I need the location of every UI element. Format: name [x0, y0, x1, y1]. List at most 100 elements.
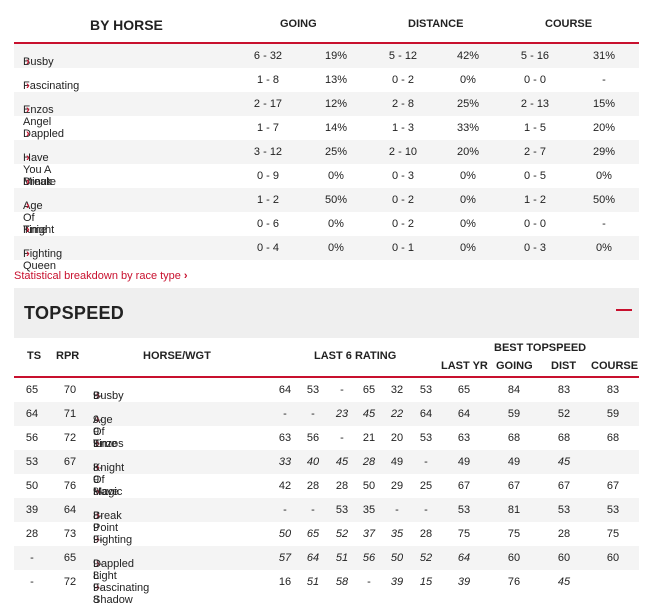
best-course: 53 [606, 504, 620, 516]
course-percent: 15% [592, 98, 616, 110]
last6-rating: 65 [362, 384, 376, 396]
course-record: 1 - 2 [523, 194, 546, 206]
course-record: 0 - 5 [523, 170, 546, 182]
best-going: 59 [507, 408, 521, 420]
last6-rating: 45 [335, 456, 349, 468]
going-record: 0 - 4 [256, 242, 279, 254]
distance-record: 2 - 10 [388, 146, 418, 158]
ts-header: TS [27, 350, 42, 362]
course-record: 5 - 16 [520, 50, 550, 62]
best-course: 83 [606, 384, 620, 396]
last6-rating: 15 [419, 576, 433, 588]
last6-rating: 35 [362, 504, 376, 516]
last6-rating: 37 [362, 528, 376, 540]
best-dist: 83 [557, 384, 571, 396]
going-record: 1 - 8 [256, 74, 279, 86]
best-course-header: COURSE [591, 360, 639, 372]
table-row: 64 71 Age Of Time › 9-9 - - 23 45 22 64 64 59 52 59 [14, 402, 639, 450]
ts-value: - [30, 576, 34, 588]
last6-rating: - [367, 576, 371, 588]
distance-record: 2 - 8 [391, 98, 414, 110]
last6-rating: 25 [419, 480, 433, 492]
last6-rating: 32 [390, 384, 404, 396]
collapse-minus-icon[interactable] [616, 309, 632, 311]
best-dist: 67 [557, 480, 571, 492]
horse-name: Age Of Time [23, 200, 48, 236]
best-going: 81 [507, 504, 521, 516]
distance-percent: 25% [456, 98, 480, 110]
chevron-right-icon: › [26, 152, 30, 164]
chevron-right-icon: › [26, 200, 30, 212]
course-record: 0 - 3 [523, 242, 546, 254]
last6-rating: 57 [278, 552, 292, 564]
chevron-right-icon: › [26, 104, 30, 116]
topspeed-header-bar[interactable]: TOPSPEED [14, 288, 639, 338]
breakdown-link-label: Statistical breakdown by race type [14, 270, 181, 282]
course-percent: 0% [596, 242, 612, 254]
best-dist: 53 [557, 504, 571, 516]
last6-rating: 64 [278, 384, 292, 396]
statistical-breakdown-link[interactable]: Statistical breakdown by race type › [14, 270, 188, 282]
going-record: 0 - 6 [256, 218, 279, 230]
going-percent: 0% [328, 170, 344, 182]
best-dist-header: DIST [551, 360, 577, 372]
last6-rating: 33 [278, 456, 292, 468]
course-header: COURSE [545, 18, 593, 30]
ts-value: 28 [25, 528, 39, 540]
best-last-yr: 49 [457, 456, 471, 468]
course-percent: 20% [592, 122, 616, 134]
distance-record: 5 - 12 [388, 50, 418, 62]
distance-percent: 0% [460, 74, 476, 86]
last-yr-header: LAST YR [441, 360, 488, 372]
table-row: Break Point›0 - 90%0 - 30%0 - 50% [14, 164, 639, 200]
best-last-yr: 39 [457, 576, 471, 588]
chevron-right-icon: › [26, 176, 30, 188]
best-course: 59 [606, 408, 620, 420]
ts-value: 56 [25, 432, 39, 444]
best-last-yr: 64 [457, 408, 471, 420]
table-row: Fighting Queen › 0 - 4 0% 0 - 1 0% 0 - 3 0% [14, 236, 639, 272]
horse-name: Dappled Light [93, 558, 134, 582]
horse-name: Fascinating Shadow [93, 582, 150, 604]
distance-record: 0 - 1 [391, 242, 414, 254]
last6-rating: - [311, 408, 315, 420]
horse-weight: 9-9 [93, 414, 103, 438]
chevron-right-icon: › [26, 224, 30, 236]
by-horse-header: BY HORSE GOING DISTANCE COURSE [14, 8, 639, 44]
going-header: GOING [280, 18, 317, 30]
going-record: 2 - 17 [253, 98, 283, 110]
chevron-right-icon: › [96, 510, 100, 522]
last6-rating: 50 [278, 528, 292, 540]
last6-rating: 28 [362, 456, 376, 468]
going-percent: 0% [328, 218, 344, 230]
horse-wgt-header: HORSE/WGT [143, 350, 211, 362]
course-percent: - [602, 218, 606, 230]
horse-name: Busby [23, 56, 54, 68]
last6-rating: - [424, 456, 428, 468]
rpr-value: 72 [63, 432, 77, 444]
horse-name: Break Point [93, 510, 122, 534]
last6-rating: 64 [306, 552, 320, 564]
table-row: 53 67 Knight Of Magic › 8-9 33 40 45 28 49 - 49 49 4… [14, 450, 639, 498]
last6-rating: 20 [390, 432, 404, 444]
topspeed-section: TOPSPEED TS RPR HORSE/WGT LAST 6 RATING … [14, 288, 639, 604]
best-course: 67 [606, 480, 620, 492]
chevron-right-icon: › [26, 248, 30, 260]
best-last-yr: 65 [457, 384, 471, 396]
last6-rating: 51 [335, 552, 349, 564]
last6-rating: 28 [419, 528, 433, 540]
rpr-value: 71 [63, 408, 77, 420]
table-row: Age Of Time › 1 - 2 50% 0 - 2 0% 1 - 2 50% [14, 188, 639, 236]
rpr-value: 65 [63, 552, 77, 564]
distance-percent: 20% [456, 146, 480, 158]
going-percent: 50% [324, 194, 348, 206]
best-last-yr: 53 [457, 504, 471, 516]
best-dist: 28 [557, 528, 571, 540]
chevron-right-icon: › [26, 128, 30, 140]
last6-rating: 16 [278, 576, 292, 588]
last6-rating: - [283, 408, 287, 420]
going-record: 6 - 32 [253, 50, 283, 62]
chevron-right-icon: › [26, 80, 30, 92]
